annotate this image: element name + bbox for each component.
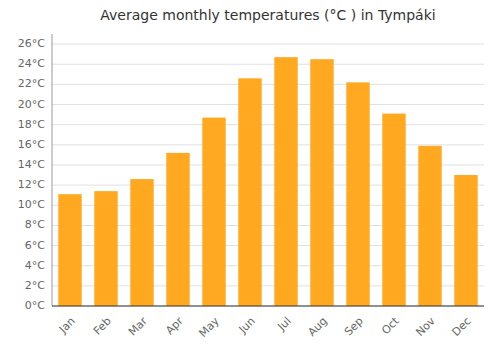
grid-line	[52, 44, 484, 45]
grid-line	[52, 104, 484, 105]
y-tick-label: 12°C	[18, 178, 45, 191]
bar	[58, 194, 81, 306]
bars	[58, 57, 477, 306]
x-tick-label: Jun	[236, 315, 258, 337]
grid-line	[52, 144, 484, 145]
y-tick-label: 2°C	[25, 279, 45, 292]
x-tick-label: Nov	[413, 314, 438, 339]
y-tick-label: 4°C	[25, 259, 45, 272]
x-tick-label: Dec	[450, 315, 474, 339]
y-tick-label: 18°C	[18, 118, 45, 131]
x-tick-label: Feb	[91, 315, 114, 338]
y-tick-label: 6°C	[25, 239, 45, 252]
y-tick-label: 0°C	[25, 299, 45, 312]
x-axis-line	[52, 306, 484, 307]
bar	[238, 78, 261, 306]
y-axis: 0°C 2°C 4°C 6°C 8°C 10°C 12°C 14°C 16°C 18°C 20°C 2…	[18, 34, 52, 312]
x-axis: Jan Feb Mar Apr May Jun Jul Aug Sep Oct Nov Dec	[52, 306, 484, 340]
bar	[454, 175, 477, 306]
x-tick-label: Aug	[305, 315, 329, 339]
x-tick-label: Mar	[126, 314, 150, 338]
y-tick-label: 20°C	[18, 98, 45, 111]
x-tick-label: Apr	[163, 314, 186, 337]
bar	[94, 191, 117, 306]
y-tick-label: 10°C	[18, 198, 45, 211]
grid-line	[52, 124, 484, 125]
y-tick-label: 8°C	[25, 218, 45, 231]
x-tick-label: Sep	[342, 315, 366, 339]
bar	[274, 57, 297, 306]
y-tick-label: 22°C	[18, 77, 45, 90]
bar	[130, 179, 153, 306]
grid-line	[52, 64, 484, 65]
bar	[346, 82, 369, 306]
chart: 0°C 2°C 4°C 6°C 8°C 10°C 12°C 14°C 16°C 18°C 20°C 2…	[0, 0, 500, 350]
x-tick-label: Oct	[379, 314, 402, 337]
bar	[166, 153, 189, 306]
bar	[418, 146, 441, 306]
bar	[202, 118, 225, 306]
grid	[52, 44, 484, 306]
bar	[310, 59, 333, 306]
y-tick-label: 26°C	[18, 37, 45, 50]
y-axis-line	[52, 34, 53, 306]
x-tick-label: May	[196, 314, 222, 340]
x-tick-label: Jan	[56, 315, 78, 337]
x-tick-label: Jul	[274, 315, 293, 334]
title: Average monthly temperatures (°C ) in Ty…	[100, 7, 435, 23]
bar	[382, 114, 405, 306]
y-tick-label: 24°C	[18, 57, 45, 70]
y-tick-label: 14°C	[18, 158, 45, 171]
y-tick-label: 16°C	[18, 138, 45, 151]
grid-line	[52, 84, 484, 85]
grid-line	[52, 306, 484, 307]
